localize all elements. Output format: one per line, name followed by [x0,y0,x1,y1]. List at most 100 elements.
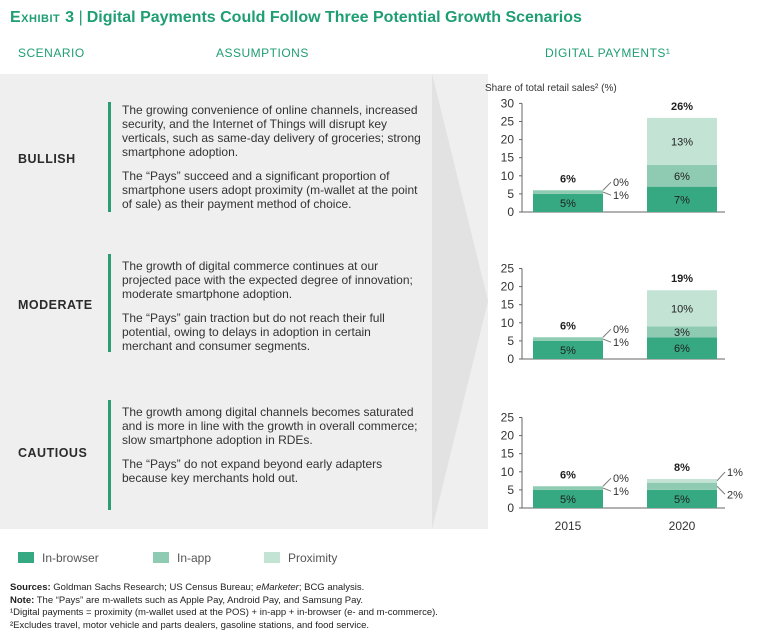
y-tick-label: 20 [501,280,515,294]
assumption-text: The growth of digital commerce continues… [122,259,413,301]
bar-segment-in-app [647,326,717,338]
callout-line [716,471,726,482]
bar-total-label: 6% [560,469,576,481]
column-header-scenario: SCENARIO [18,46,85,60]
data-label: 5% [560,494,576,506]
note-label: Note: [10,594,35,606]
data-label: 0% [613,177,629,189]
column-header-digital-payments: DIGITAL PAYMENTS¹ [545,46,671,60]
digital-payments-chart: 0 5 10 15 20 25 30 Share of total retail sales²… [485,83,743,533]
y-tick-label: 15 [501,447,515,461]
bar-total-label: 6% [560,320,576,332]
y-tick-label: 0 [507,352,514,366]
scenario-label-moderate: MODERATE [18,298,93,312]
assumption-text: The growth among digital channels become… [122,405,418,447]
data-label: 2% [727,489,743,501]
assumptions-bullish: The growing convenience of online channe… [122,103,422,221]
title-separator: | [78,9,83,26]
bar-segment-proximity [647,290,717,327]
y-tick-label: 25 [501,262,515,276]
y-tick-label: 10 [501,465,515,479]
bar-segment-in-browser [647,489,717,508]
y-tick-label: 15 [501,298,515,312]
y-tick-label: 25 [501,115,515,129]
sources-end: ; BCG analysis. [298,582,365,593]
note-line: Note: The “Pays” are m-wallets such as A… [10,595,760,608]
bar-segment-proximity [647,117,717,165]
bar-total-label: 8% [674,462,690,474]
bar-segment-in-app [533,486,603,490]
legend-swatch [153,552,169,563]
legend-swatch [18,552,34,563]
bar-segment-proximity [647,479,717,483]
assumptions-panel [0,74,488,529]
y-tick-label: 15 [501,151,515,165]
legend-item-proximity: Proximity [264,551,337,565]
footnotes: Sources: Goldman Sachs Research; US Cens… [10,582,760,632]
x-tick-label: 2015 [555,519,582,533]
footnote-1: ¹Digital payments = proximity (m-wallet … [10,607,438,618]
sources-text: Goldman Sachs Research; US Census Bureau… [50,582,257,593]
bar-segment-in-browser [647,186,717,212]
bar-segment-in-app [647,482,717,490]
data-label: 10% [671,303,693,315]
data-label: 1% [613,337,629,349]
bar-segment-in-browser [533,489,603,508]
column-header-assumptions: ASSUMPTIONS [216,46,309,60]
bar-segment-in-app [533,190,603,194]
y-tick-label: 5 [507,187,514,201]
legend-label: In-browser [42,551,99,565]
callout-line [602,338,612,343]
data-label: 0% [613,473,629,485]
data-label: 5% [674,494,690,506]
callout-line [602,181,612,191]
data-label: 1% [613,486,629,498]
chevron-arrow-shape [432,74,488,529]
assumptions-moderate: The growth of digital commerce continues… [122,259,422,363]
scenario-label-bullish: BULLISH [18,152,76,166]
legend-item-in-app: In-app [153,551,211,565]
data-label: 1% [727,467,743,479]
scenario-divider-bullish [108,102,111,212]
y-tick-label: 20 [501,133,515,147]
data-label: 13% [671,136,693,148]
exhibit-number: Exhibit 3 [10,9,75,26]
scenario-label-cautious: CAUTIOUS [18,446,88,460]
exhibit-title: Exhibit 3 | Digital Payments Could Follow … [10,9,582,27]
sources-italic: eMarketer [256,582,299,593]
assumption-text: The “Pays” do not expand beyond early ad… [122,457,383,485]
y-tick-label: 5 [507,483,514,497]
y-tick-label: 25 [501,411,515,425]
sources-label: Sources: [10,582,51,593]
data-label: 3% [674,327,690,339]
exhibit-heading: Digital Payments Could Follow Three Pote… [86,9,582,26]
data-label: 6% [674,343,690,355]
scenario-divider-cautious [108,400,111,510]
note-text: The “Pays” are m-wallets such as Apple P… [34,594,364,606]
bar-total-label: 19% [671,273,693,285]
callout-line [602,328,612,338]
bar-segment-in-browser [647,337,717,359]
legend-item-in-browser: In-browser [18,551,99,565]
y-tick-label: 0 [507,205,514,219]
y-axis-label: Share of total retail sales² (%) [485,83,617,94]
bar-total-label: 6% [560,173,576,185]
legend-swatch [264,552,280,563]
assumption-text: The “Pays” gain traction but do not reac… [122,311,385,353]
data-label: 5% [560,345,576,357]
callout-line [602,487,612,492]
legend-label: Proximity [288,551,338,565]
y-tick-label: 5 [507,334,514,348]
bar-total-label: 26% [671,101,693,113]
data-label: 5% [560,198,576,210]
legend-label: In-app [177,551,212,565]
assumptions-cautious: The growth among digital channels become… [122,405,422,495]
bar-segment-in-browser [533,340,603,359]
callout-line [716,485,726,495]
assumption-text: The growing convenience of online channe… [122,103,421,159]
y-tick-label: 30 [501,96,515,110]
assumption-text: The “Pays” succeed and a significant pro… [122,169,418,211]
bar-segment-in-app [647,164,717,187]
scenario-divider-moderate [108,254,111,352]
footnote-2: ²Excludes travel, motor vehicle and part… [10,619,370,631]
